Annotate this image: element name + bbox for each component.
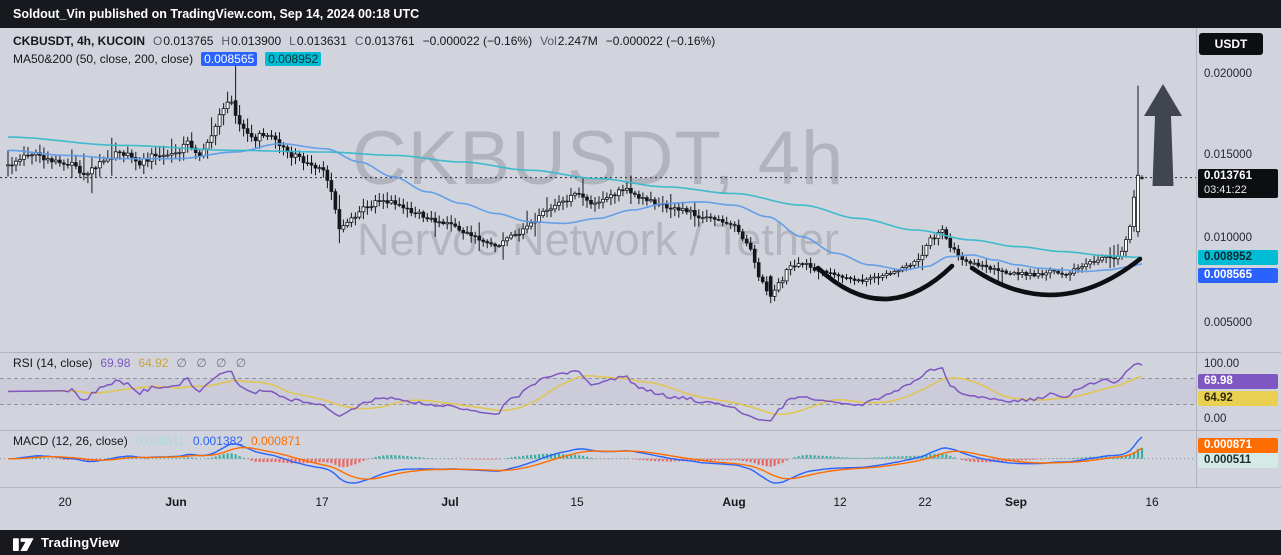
tradingview-brand[interactable]: TradingView (41, 535, 120, 550)
tradingview-logo-icon[interactable] (13, 535, 34, 551)
footer-bar: TradingView (0, 530, 1281, 555)
publish-info: Soldout_Vin published on TradingView.com… (13, 7, 420, 21)
publish-bar: Soldout_Vin published on TradingView.com… (0, 0, 1281, 28)
